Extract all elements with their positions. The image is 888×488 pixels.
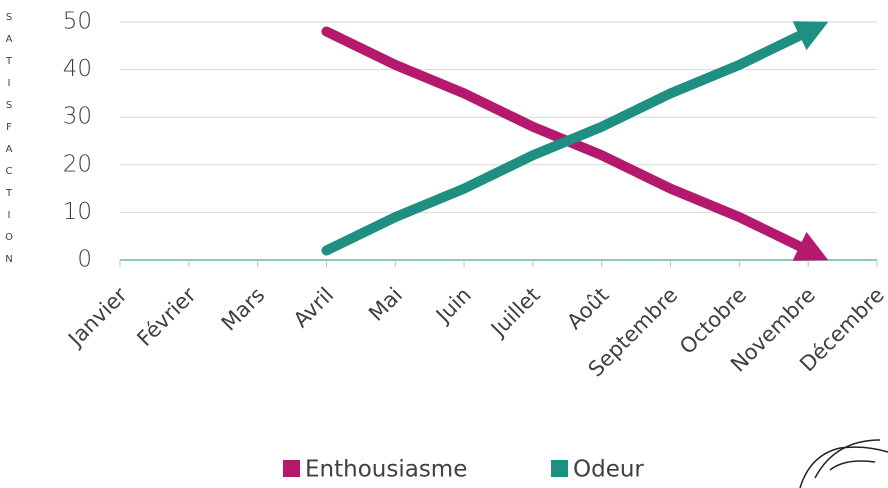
x-tick-label: Janvier <box>62 283 132 353</box>
legend-label: Enthousiasme <box>305 457 467 483</box>
y-tick-label: 0 <box>77 247 92 273</box>
chart: SATISFACTION 0 10 20 30 40 50 JanvierFévrier Ma… <box>0 0 888 488</box>
x-tick-label: Mai <box>364 283 407 326</box>
legend-swatch <box>551 460 568 477</box>
y-tick-label: 40 <box>63 56 92 82</box>
y-axis-label: SATISFACTION <box>4 12 15 276</box>
x-tick-label: Février <box>132 283 200 351</box>
y-tick-label: 10 <box>63 199 92 225</box>
legend-swatch <box>283 460 300 477</box>
x-tick-label: Juillet <box>485 283 545 343</box>
y-tick-label: 20 <box>63 151 92 177</box>
y-tick-label: 50 <box>63 9 92 35</box>
decoration <box>800 440 888 488</box>
y-tick-label: 30 <box>63 104 92 130</box>
x-tick-label: Mars <box>217 283 270 336</box>
legend-label: Odeur <box>573 457 644 483</box>
x-tick-label: Avril <box>289 283 338 332</box>
x-tick-label: Août <box>562 283 613 334</box>
x-tick-label: Juin <box>430 283 476 329</box>
